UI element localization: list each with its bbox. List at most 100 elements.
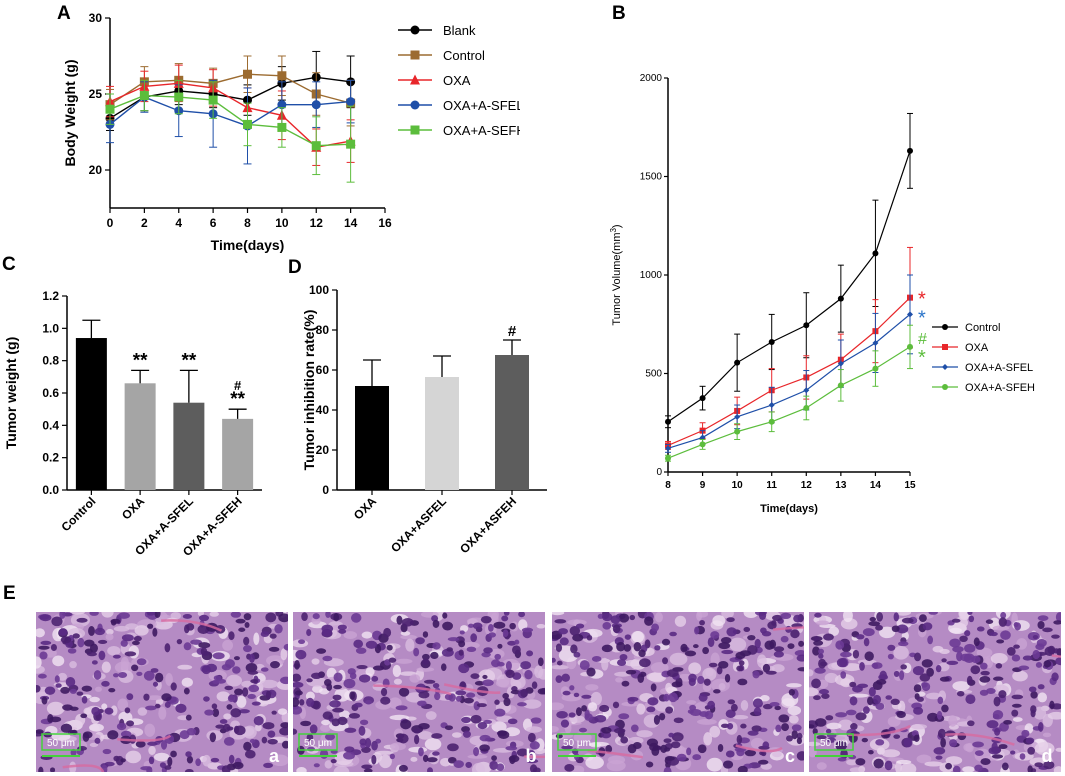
nucleus xyxy=(697,675,705,685)
nucleus xyxy=(422,754,429,763)
nucleus xyxy=(401,617,414,627)
nucleus xyxy=(921,659,933,668)
nucleus xyxy=(884,760,893,771)
y-tick-label: 100 xyxy=(309,283,329,297)
nucleus xyxy=(233,656,240,661)
nucleus xyxy=(131,664,139,672)
nucleus xyxy=(501,615,509,622)
nucleus xyxy=(927,712,939,722)
nucleus xyxy=(773,651,784,658)
nucleus xyxy=(101,680,110,687)
nucleus xyxy=(132,640,140,646)
nucleus xyxy=(215,724,225,729)
nucleus xyxy=(491,659,501,668)
nucleus xyxy=(620,736,629,744)
stroma-fiber xyxy=(524,755,545,759)
nucleus xyxy=(985,619,994,624)
cytoplasm xyxy=(425,711,437,720)
scale-bar-label: 50 μm xyxy=(47,738,75,749)
cytoplasm xyxy=(846,759,858,766)
nucleus xyxy=(645,761,654,768)
nucleus xyxy=(813,695,821,701)
nucleus xyxy=(251,701,261,706)
data-point xyxy=(346,97,356,107)
nucleus xyxy=(50,767,56,772)
nucleus xyxy=(630,724,639,733)
nucleus xyxy=(1043,760,1055,770)
nucleus xyxy=(913,734,920,742)
nucleus xyxy=(638,649,646,658)
histology-letter: c xyxy=(785,746,795,766)
nucleus xyxy=(1013,644,1020,649)
nucleus xyxy=(267,738,278,745)
nucleus xyxy=(154,612,161,618)
nucleus xyxy=(765,670,777,675)
nucleus xyxy=(627,743,637,754)
x-tick-label: 2 xyxy=(141,216,148,230)
nucleus xyxy=(736,734,743,744)
nucleus xyxy=(835,740,848,751)
cytoplasm xyxy=(222,639,234,651)
nucleus xyxy=(210,757,220,763)
nucleus xyxy=(864,651,874,662)
nucleus xyxy=(269,633,277,639)
series-line xyxy=(109,94,351,147)
nucleus xyxy=(778,714,790,723)
histology-texture: 50 μm a xyxy=(36,612,288,772)
nucleus xyxy=(446,647,453,652)
cytoplasm xyxy=(46,701,65,716)
nucleus xyxy=(126,693,134,701)
nucleus xyxy=(867,696,874,706)
nucleus xyxy=(747,634,756,641)
cytoplasm xyxy=(925,692,942,700)
nucleus xyxy=(702,646,710,655)
x-tick-label: OXA+ASFEL xyxy=(388,494,449,555)
cytoplasm xyxy=(226,674,243,687)
nucleus xyxy=(508,755,520,763)
nucleus xyxy=(708,662,718,668)
nucleus xyxy=(86,651,97,657)
nucleus xyxy=(994,728,1001,736)
nucleus xyxy=(818,653,824,659)
nucleus xyxy=(243,636,250,646)
nucleus xyxy=(262,722,275,730)
nucleus xyxy=(537,657,544,667)
nucleus xyxy=(610,615,621,624)
nucleus xyxy=(893,612,899,622)
nucleus xyxy=(309,724,318,734)
cytoplasm xyxy=(311,658,320,665)
y-axis-label: Tumor weight (g) xyxy=(3,337,19,450)
nucleus xyxy=(840,651,852,658)
nucleus xyxy=(108,687,116,693)
nucleus xyxy=(584,713,593,721)
nucleus xyxy=(797,667,804,672)
nucleus xyxy=(740,723,747,729)
histology-texture: 50 μm b xyxy=(293,612,545,772)
x-tick-label: 10 xyxy=(732,480,744,491)
nucleus xyxy=(967,612,973,616)
nucleus xyxy=(716,666,723,675)
nucleus xyxy=(1035,643,1045,650)
cytoplasm xyxy=(916,754,932,764)
nucleus xyxy=(380,696,391,705)
nucleus xyxy=(823,633,834,641)
nucleus xyxy=(332,694,342,701)
cytoplasm xyxy=(570,765,585,772)
nucleus xyxy=(594,714,607,723)
nucleus xyxy=(1037,620,1045,630)
nucleus xyxy=(418,747,424,757)
scale-bar-box xyxy=(814,733,854,751)
cytoplasm xyxy=(89,742,99,748)
cytoplasm xyxy=(646,672,666,682)
legend-label: OXA xyxy=(443,73,471,88)
nucleus xyxy=(1043,660,1052,668)
data-point xyxy=(872,250,879,257)
data-point xyxy=(803,387,810,394)
cytoplasm xyxy=(1055,747,1061,752)
nucleus xyxy=(306,733,314,741)
nucleus xyxy=(505,746,518,751)
data-point xyxy=(907,343,913,350)
nucleus xyxy=(796,654,804,662)
cytoplasm xyxy=(828,626,840,637)
nucleus xyxy=(980,670,990,676)
